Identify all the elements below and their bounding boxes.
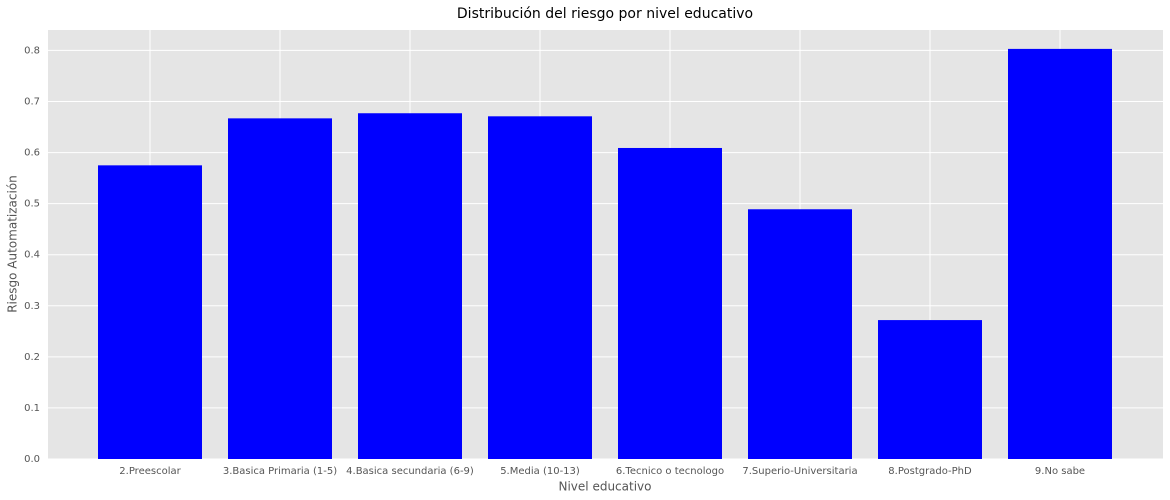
y-tick-label: 0.5 xyxy=(24,199,40,210)
x-tick-label: 3.Basica Primaria (1-5) xyxy=(223,466,337,477)
bar xyxy=(488,116,592,459)
plot-area xyxy=(48,30,1163,459)
y-tick-label: 0.7 xyxy=(24,97,40,108)
x-tick-label: 5.Media (10-13) xyxy=(500,466,580,477)
x-tick-label: 9.No sabe xyxy=(1035,466,1085,477)
bar xyxy=(618,147,722,459)
x-axis-label: Nivel educativo xyxy=(559,480,652,494)
chart-title: Distribución del riesgo por nivel educat… xyxy=(457,6,753,22)
y-axis-label: Riesgo Automatización xyxy=(6,175,20,313)
y-tick-label: 0.1 xyxy=(24,403,40,414)
bar xyxy=(228,118,332,459)
bar xyxy=(748,209,852,459)
y-tick-label: 0.0 xyxy=(24,454,40,465)
x-tick-label: 6.Tecnico o tecnologo xyxy=(616,466,724,477)
bar xyxy=(878,320,982,459)
x-tick-label: 8.Postgrado-PhD xyxy=(888,466,972,477)
x-tick-label: 4.Basica secundaria (6-9) xyxy=(346,466,474,477)
y-tick-label: 0.8 xyxy=(24,45,40,56)
bar xyxy=(98,165,202,459)
x-tick-label: 7.Superio-Universitaria xyxy=(742,466,857,477)
y-tick-label: 0.3 xyxy=(24,301,40,312)
y-tick-label: 0.2 xyxy=(24,352,40,363)
y-tick-label: 0.6 xyxy=(24,148,40,159)
y-tick-label: 0.4 xyxy=(24,250,40,261)
bar xyxy=(358,113,462,459)
bar xyxy=(1008,48,1112,460)
x-tick-label: 2.Preescolar xyxy=(119,466,181,477)
